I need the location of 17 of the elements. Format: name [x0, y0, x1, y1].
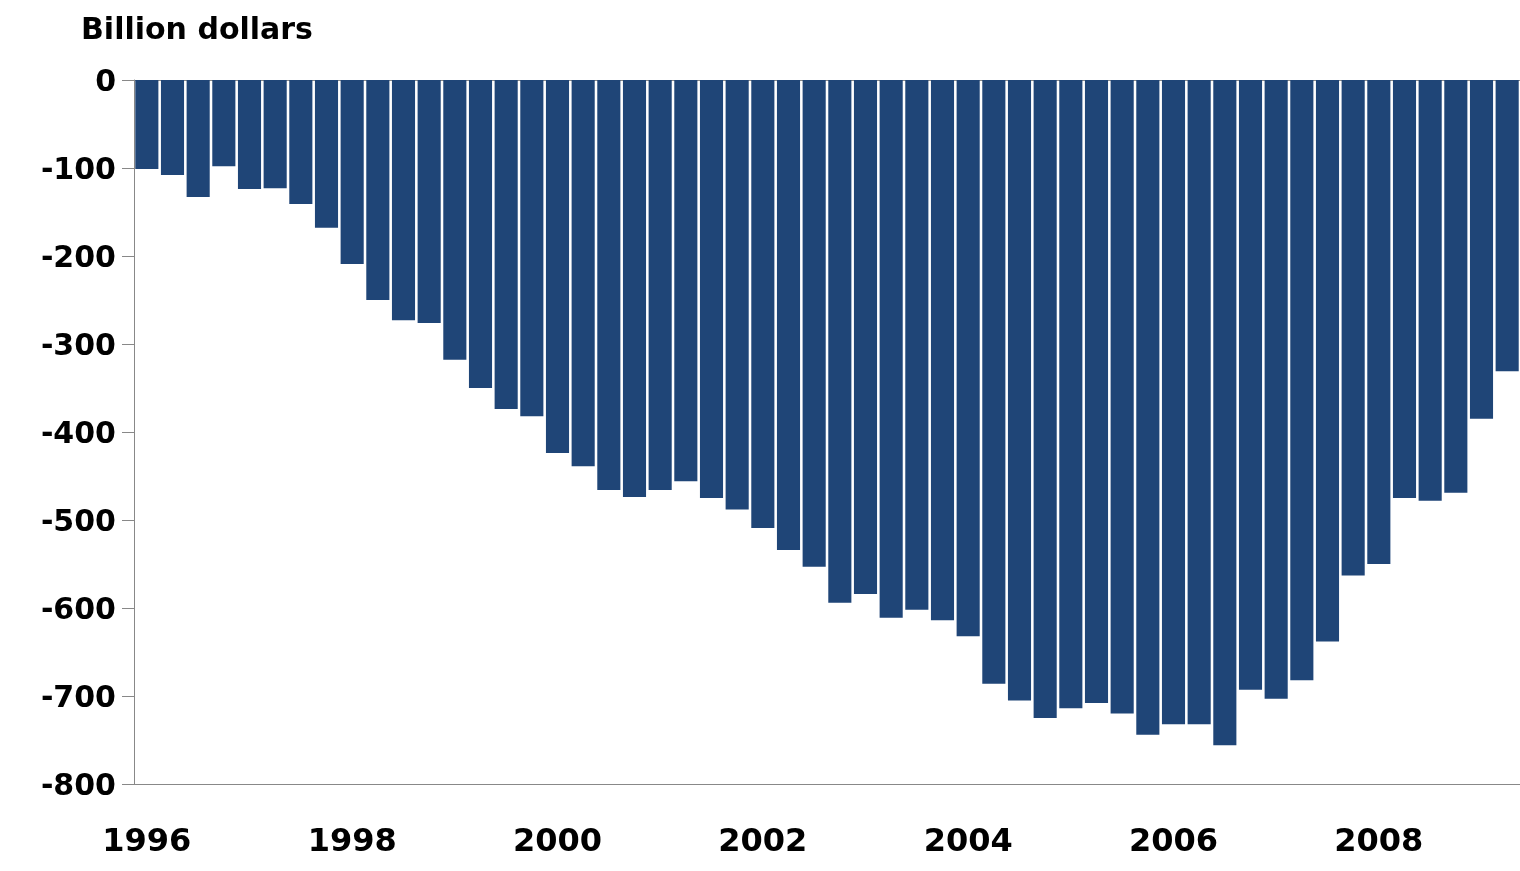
y-tick-label: -500	[40, 502, 116, 538]
x-tick-label: 2002	[718, 821, 808, 859]
y-tick-label: -800	[40, 766, 116, 802]
y-tick-label: -100	[40, 150, 116, 186]
y-tick-label: -600	[40, 590, 116, 626]
x-tick-label: 1998	[307, 821, 397, 859]
y-tick-label: 0	[95, 62, 116, 98]
y-tick-label: -300	[40, 326, 116, 362]
x-tick-label: 2008	[1334, 821, 1424, 859]
x-tick-label: 2000	[512, 821, 603, 859]
y-axis-title: Billion dollars	[81, 10, 313, 46]
y-tick-label: -400	[40, 414, 116, 450]
x-tick-label: 1996	[102, 821, 192, 859]
y-tick-label: -700	[40, 678, 116, 714]
y-tick-label: -200	[40, 238, 116, 274]
x-tick-label: 2004	[923, 821, 1013, 859]
x-tick-label: 2006	[1128, 821, 1219, 859]
